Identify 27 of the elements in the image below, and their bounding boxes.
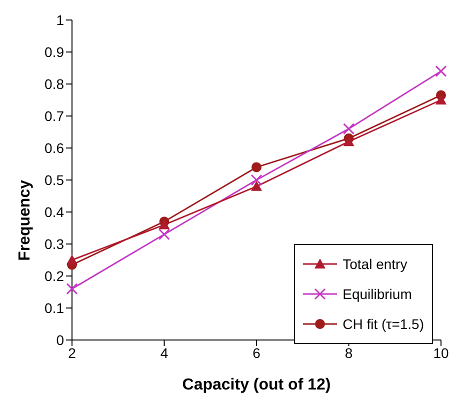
y-tick-label: 0.8 <box>44 76 64 92</box>
point <box>251 180 262 191</box>
legend-label: Total entry <box>342 256 408 272</box>
x-tick-label: 8 <box>344 344 353 361</box>
y-tick-label: 0.9 <box>44 44 64 60</box>
x-tick-label: 10 <box>433 344 449 361</box>
point <box>343 136 354 146</box>
y-axis-title: Frequency <box>16 180 34 261</box>
y-tick-label: 1 <box>56 12 64 28</box>
point <box>158 219 170 230</box>
x-tick-label: 2 <box>68 344 76 361</box>
legend-label: CH fit (τ=1.5) <box>342 316 424 332</box>
x-tick-label: 6 <box>252 344 261 361</box>
point <box>252 162 262 172</box>
y-tick-label: 0.1 <box>44 300 64 316</box>
legend-label: Equilibrium <box>342 286 412 302</box>
x-axis-title: Capacity (out of 12) <box>182 376 331 394</box>
point <box>66 254 78 264</box>
y-tick-label: 0.4 <box>44 204 64 220</box>
y-tick-label: 0.3 <box>44 236 64 252</box>
point <box>436 94 446 104</box>
y-tick-label: 0.5 <box>44 172 64 188</box>
y-tick-label: 0 <box>56 332 64 348</box>
x-tick-label: 4 <box>160 344 168 361</box>
y-tick-label: 0.2 <box>44 268 64 284</box>
y-tick-label: 0.7 <box>44 108 64 124</box>
y-tick-label: 0.6 <box>44 140 64 156</box>
